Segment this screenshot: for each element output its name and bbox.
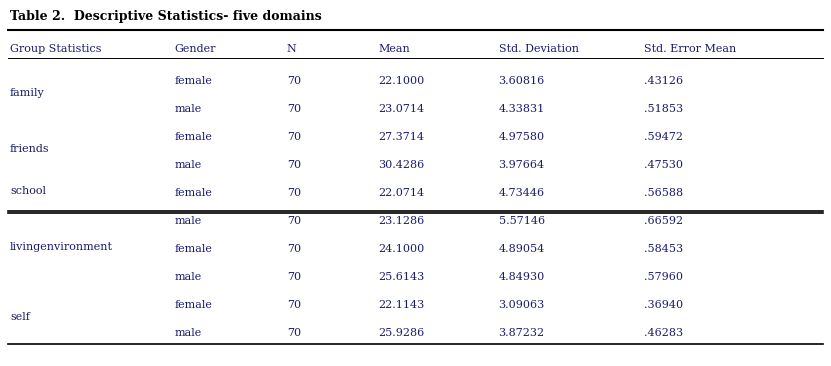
Text: male: male [175,328,202,338]
Text: female: female [175,76,213,86]
Text: N: N [287,44,297,54]
Text: friends: friends [10,144,50,154]
Text: Std. Error Mean: Std. Error Mean [644,44,736,54]
Text: Mean: Mean [378,44,410,54]
Text: 70: 70 [287,132,301,142]
Text: 4.84930: 4.84930 [499,272,545,282]
Text: 70: 70 [287,300,301,310]
Text: 25.6143: 25.6143 [378,272,425,282]
Text: .66592: .66592 [644,216,683,226]
Text: male: male [175,272,202,282]
Text: 4.33831: 4.33831 [499,104,545,114]
Text: 4.73446: 4.73446 [499,188,545,198]
Text: 70: 70 [287,244,301,254]
Text: Std. Deviation: Std. Deviation [499,44,578,54]
Text: male: male [175,216,202,226]
Text: .46283: .46283 [644,328,683,338]
Text: school: school [10,186,46,196]
Text: self: self [10,312,30,322]
Text: female: female [175,132,213,142]
Text: 70: 70 [287,216,301,226]
Text: 3.60816: 3.60816 [499,76,545,86]
Text: 70: 70 [287,272,301,282]
Text: 22.0714: 22.0714 [378,188,425,198]
Text: 24.1000: 24.1000 [378,244,425,254]
Text: .57960: .57960 [644,272,683,282]
Text: .58453: .58453 [644,244,683,254]
Text: 70: 70 [287,76,301,86]
Text: 70: 70 [287,328,301,338]
Text: 22.1000: 22.1000 [378,76,425,86]
Text: 23.1286: 23.1286 [378,216,425,226]
Text: .59472: .59472 [644,132,683,142]
Text: 25.9286: 25.9286 [378,328,425,338]
Text: livingenvironment: livingenvironment [10,242,113,252]
Text: 70: 70 [287,160,301,170]
Text: 4.89054: 4.89054 [499,244,545,254]
Text: 22.1143: 22.1143 [378,300,425,310]
Text: .36940: .36940 [644,300,683,310]
Text: 27.3714: 27.3714 [378,132,424,142]
Text: .56588: .56588 [644,188,683,198]
Text: 4.97580: 4.97580 [499,132,545,142]
Text: female: female [175,188,213,198]
Text: 3.87232: 3.87232 [499,328,545,338]
Text: .43126: .43126 [644,76,683,86]
Text: .47530: .47530 [644,160,683,170]
Text: 5.57146: 5.57146 [499,216,545,226]
Text: 3.09063: 3.09063 [499,300,545,310]
Text: female: female [175,244,213,254]
Text: 30.4286: 30.4286 [378,160,425,170]
Text: Group Statistics: Group Statistics [10,44,101,54]
Text: male: male [175,160,202,170]
Text: Table 2.  Descriptive Statistics- five domains: Table 2. Descriptive Statistics- five do… [10,10,322,23]
Text: female: female [175,300,213,310]
Text: .51853: .51853 [644,104,683,114]
Text: 70: 70 [287,104,301,114]
Text: Gender: Gender [175,44,216,54]
Text: 70: 70 [287,188,301,198]
Text: family: family [10,88,45,98]
Text: 3.97664: 3.97664 [499,160,545,170]
Text: 23.0714: 23.0714 [378,104,425,114]
Text: male: male [175,104,202,114]
